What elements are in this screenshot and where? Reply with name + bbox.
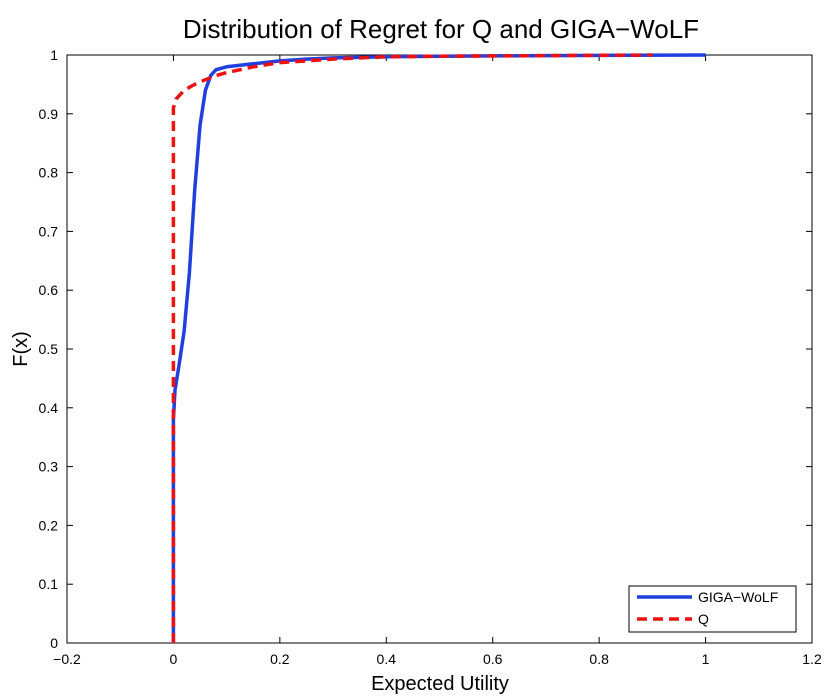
y-tick-label: 0.9 [39,106,59,122]
y-tick-label: 0.4 [39,400,59,416]
x-tick-label: 1 [702,651,710,667]
y-tick-label: 0.5 [39,341,59,357]
x-tick-label: 0.2 [270,651,290,667]
plot-frame [66,54,813,644]
y-tick-label: 0.3 [39,459,59,475]
series-line-q [171,53,653,643]
legend-box [628,585,797,633]
legend-label-giga-wolf: GIGA−WoLF [698,589,778,605]
x-tick-label: 0.6 [483,651,503,667]
y-axis-label: F(x) [10,331,32,367]
y-tick-label: 0 [50,635,58,651]
x-tick-label: 0.4 [377,651,397,667]
y-tick-label: 0.7 [39,223,59,239]
y-tick-label: 0.8 [39,165,59,181]
x-axis-label: Expected Utility [371,673,509,695]
y-tick-label: 1 [50,47,58,63]
x-tick-label: −0.2 [53,651,81,667]
chart-title: Distribution of Regret for Q and GIGA−Wo… [183,14,699,44]
legend: GIGA−WoLF Q [628,585,797,633]
axis-ticks: −0.2 0 0.2 0.4 0.6 0.8 1 1.200.10.20.30.40.50.6… [39,47,822,667]
x-tick-label: 1.2 [802,651,822,667]
y-tick-label: 0.2 [39,517,59,533]
y-tick-label: 0.1 [39,576,59,592]
series-layer [171,53,706,643]
y-tick-label: 0.6 [39,282,59,298]
series-line-giga-wolf [171,53,706,643]
legend-label-q: Q [698,611,709,627]
x-tick-label: 0 [170,651,178,667]
x-tick-label: 0.8 [589,651,609,667]
